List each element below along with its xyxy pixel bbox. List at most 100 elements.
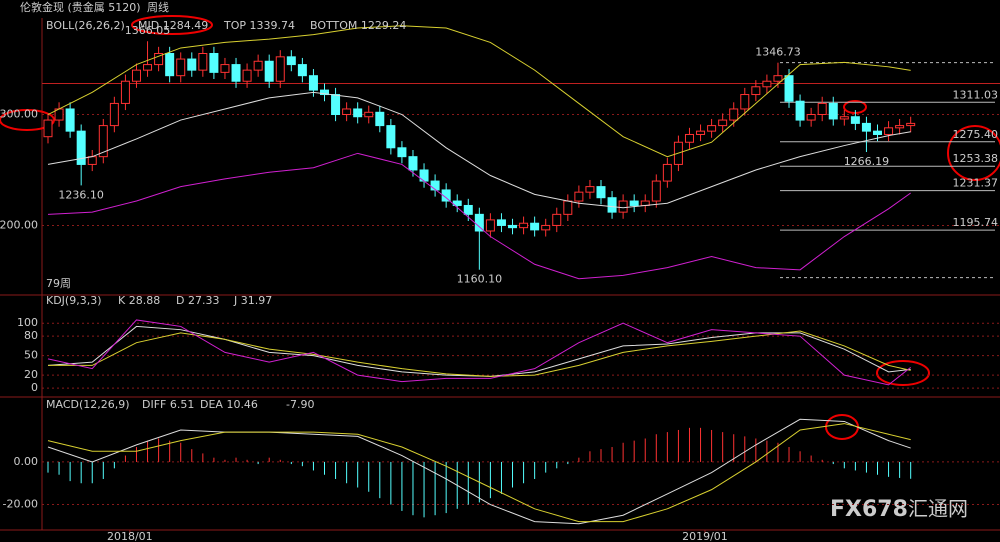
level-label: 1231.37 — [953, 177, 999, 190]
candle-body — [187, 58, 197, 71]
candle-body — [585, 186, 595, 193]
x-tick-label: 2019/01 — [682, 530, 728, 542]
candle-body — [884, 127, 894, 135]
candle-body — [109, 102, 119, 127]
extreme-label: 1346.73 — [755, 46, 801, 59]
candle-body — [275, 56, 285, 82]
candle-body — [65, 108, 75, 132]
candle-body — [895, 125, 905, 129]
level-label: 1253.38 — [953, 152, 999, 165]
candle-body — [784, 75, 794, 102]
candle-body — [751, 86, 761, 96]
candle-body — [651, 180, 661, 202]
candle-body — [198, 52, 208, 71]
candle-body — [43, 119, 53, 138]
candle-body — [485, 219, 495, 232]
macd-title: MACD(12,26,9) — [46, 398, 130, 411]
symbol: 伦敦金现 (贵金属 5120) — [20, 0, 141, 14]
extreme-label: 1266.19 — [844, 155, 890, 168]
candle-body — [143, 64, 153, 71]
candle-body — [596, 186, 606, 199]
candle-body — [684, 133, 694, 143]
candle-body — [541, 224, 551, 231]
y-tick-label: 80 — [24, 329, 38, 342]
y-tick-label: -20.00 — [3, 498, 38, 511]
candle-body — [176, 58, 186, 77]
candle-body — [496, 219, 506, 226]
candle-body — [795, 100, 805, 121]
candle-body — [718, 119, 728, 127]
y-tick-label: 100 — [17, 316, 38, 329]
legend-entry: MID 1284.49 — [138, 19, 208, 32]
candle-body — [209, 52, 219, 73]
candle-body — [320, 89, 329, 96]
period: 周线 — [147, 0, 169, 14]
indicator-line — [47, 418, 911, 525]
level-label: 1195.74 — [953, 216, 999, 229]
candle-body — [817, 102, 827, 116]
candle-body — [286, 56, 296, 66]
candle-body — [707, 125, 717, 132]
candle-body — [430, 180, 440, 191]
candle-body — [220, 64, 230, 73]
candle-body — [519, 222, 529, 229]
indicator-line — [47, 319, 911, 386]
candle-body — [76, 130, 86, 165]
candle-body — [154, 52, 164, 66]
indicator-line — [47, 423, 911, 523]
candle-body — [342, 108, 352, 116]
candle-body — [906, 122, 916, 127]
candle-body — [729, 108, 739, 121]
candle-body — [696, 130, 706, 135]
highlight — [131, 15, 213, 35]
candle-body — [253, 60, 263, 71]
candle-body — [397, 147, 407, 158]
level-label: 1311.03 — [953, 88, 999, 101]
highlight — [0, 109, 55, 131]
candle-body — [87, 156, 97, 165]
candle-body — [98, 125, 108, 158]
candle-body — [563, 200, 573, 215]
highlight — [947, 125, 1000, 181]
candle-body — [806, 114, 816, 121]
candle-body — [740, 94, 750, 110]
y-tick-label: 1300.00 — [0, 108, 38, 121]
candle-body — [463, 204, 473, 215]
indicator-line — [47, 152, 911, 280]
candle-body — [861, 122, 871, 132]
candle-body — [828, 102, 838, 120]
boll-title: BOLL(26,26,2) — [46, 19, 125, 32]
candle-body — [120, 80, 130, 104]
candle-body — [552, 213, 562, 226]
legend-entry: BOTTOM 1229.24 — [310, 19, 406, 32]
candle-body — [607, 197, 617, 213]
candle-body — [762, 80, 772, 88]
macd-hist-value: -7.90 — [286, 398, 314, 411]
legend-entry: K 28.88 — [118, 294, 160, 307]
candle-body — [131, 69, 141, 82]
extreme-label: 1160.10 — [457, 273, 503, 286]
x-tick-label: 2018/01 — [107, 530, 153, 542]
candle-body — [353, 108, 363, 118]
extreme-label: 1236.10 — [58, 188, 104, 201]
legend-entry: DEA 10.46 — [200, 398, 258, 411]
y-tick-label: 0 — [31, 381, 38, 394]
watermark-brand: FX678 — [830, 497, 908, 522]
candle-body — [873, 130, 882, 135]
indicator-line — [47, 91, 911, 209]
y-tick-label: 1200.00 — [0, 218, 38, 231]
candle-body — [530, 222, 540, 231]
legend-entry: J 31.97 — [233, 294, 272, 307]
candle-body — [386, 125, 396, 149]
watermark-name: 汇通网 — [908, 497, 968, 521]
kdj-title: KDJ(9,3,3) — [46, 294, 102, 307]
level-label: 1275.40 — [953, 128, 999, 141]
candle-body — [839, 116, 849, 120]
extreme-label: 1366.05 — [125, 24, 171, 37]
candle-body — [474, 213, 484, 232]
candle-body — [773, 75, 783, 82]
candle-body — [408, 156, 418, 171]
y-tick-label: 0.00 — [14, 455, 39, 468]
